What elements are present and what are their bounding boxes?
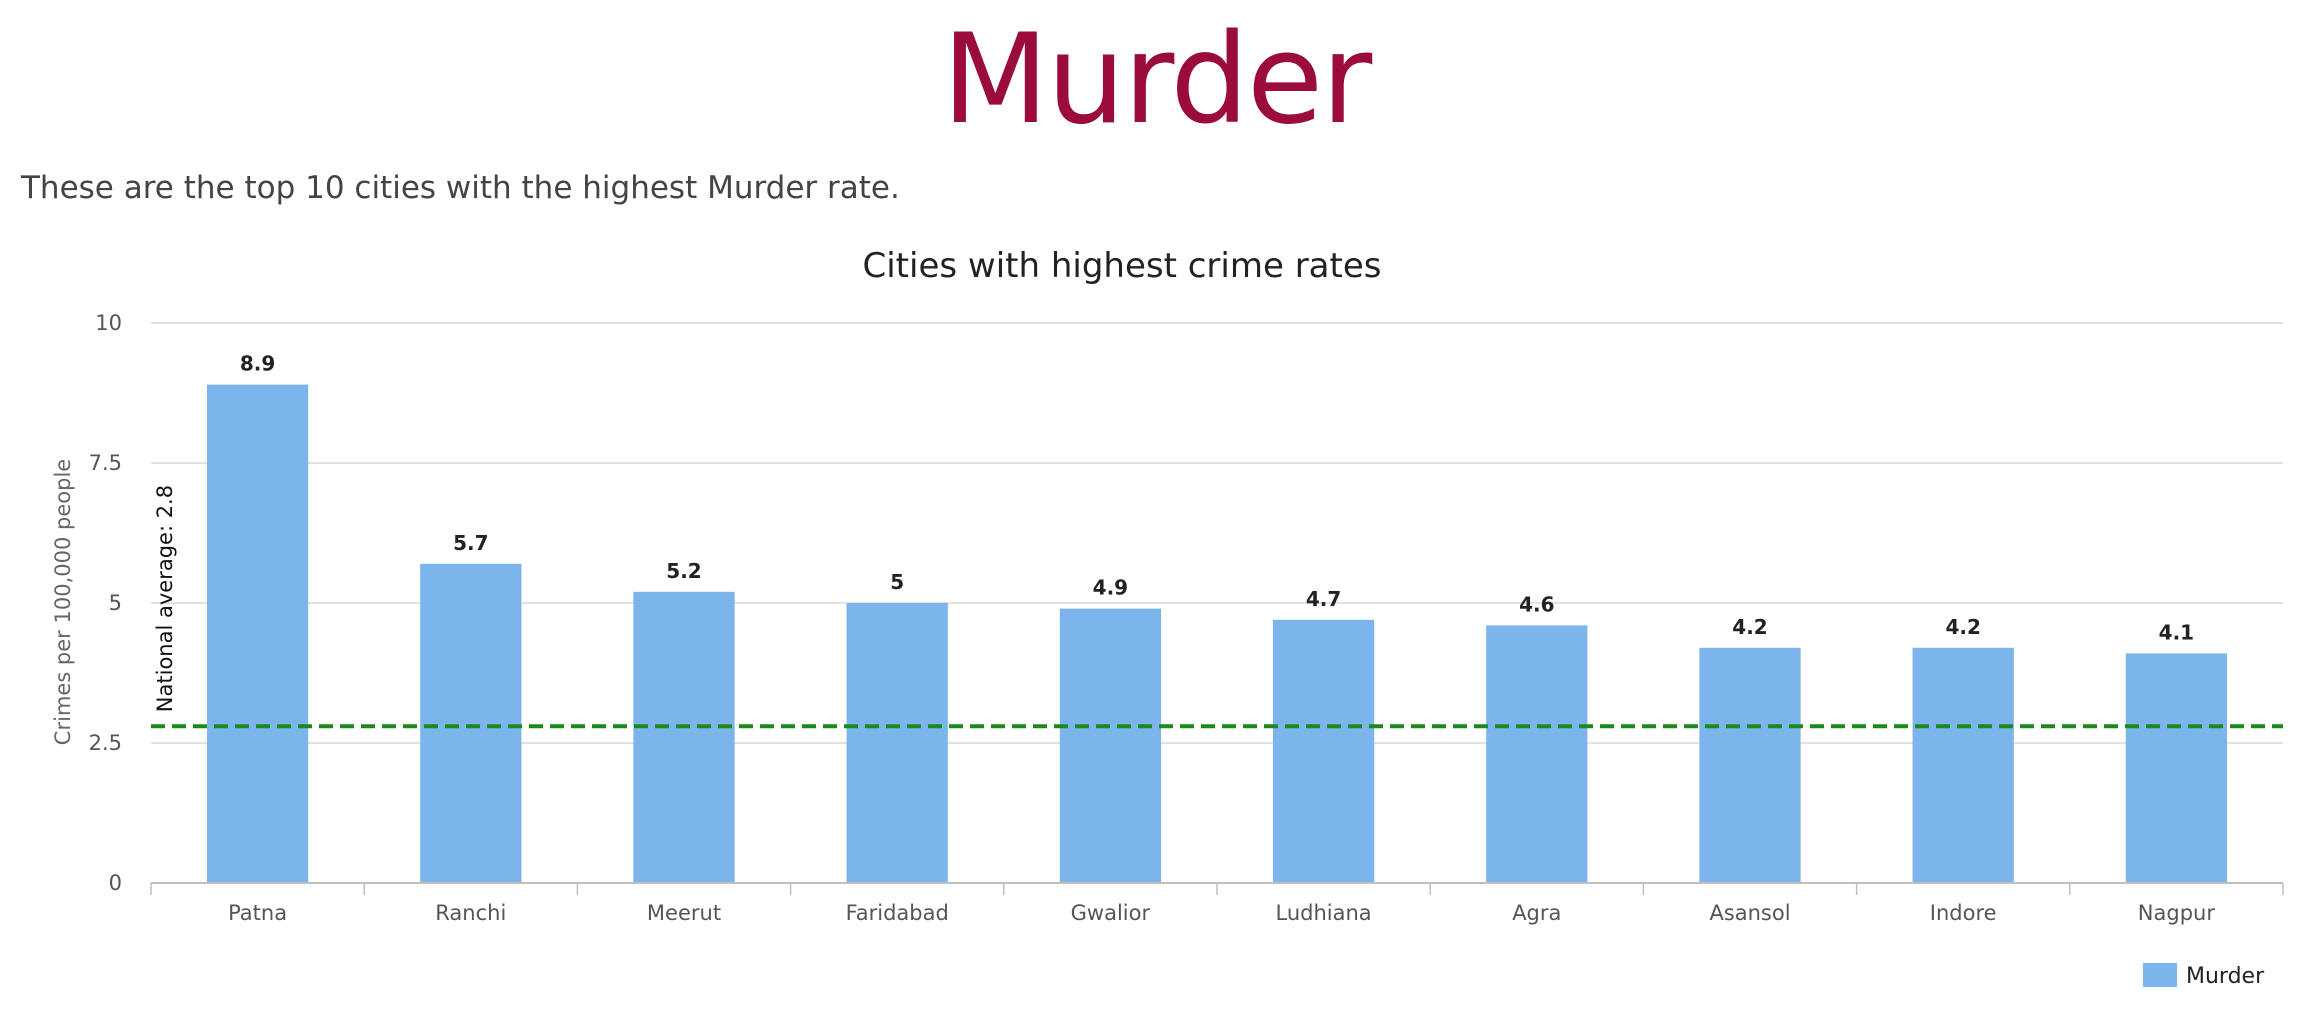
data-label: 5.7 bbox=[453, 531, 488, 555]
reference-line: National average: 2.8 bbox=[151, 485, 2283, 729]
data-label: 4.2 bbox=[1732, 615, 1767, 639]
bar bbox=[1272, 619, 1375, 883]
legend-swatch bbox=[2143, 963, 2177, 987]
y-axis: 0 2.5 5 7.5 10 bbox=[89, 311, 122, 895]
y-tick-label: 2.5 bbox=[89, 731, 122, 755]
bar bbox=[2125, 653, 2228, 883]
x-tick-label: Meerut bbox=[647, 901, 721, 925]
chart-title: Cities with highest crime rates bbox=[863, 246, 1382, 286]
data-label: 8.9 bbox=[240, 352, 275, 376]
data-label: 4.7 bbox=[1306, 587, 1341, 611]
data-label: 5.2 bbox=[666, 559, 701, 583]
y-tick-label: 7.5 bbox=[89, 451, 122, 475]
page-title: Murder bbox=[941, 8, 1372, 152]
x-tick-label: Gwalior bbox=[1071, 901, 1151, 925]
bar bbox=[633, 591, 735, 883]
bar bbox=[1059, 608, 1162, 883]
y-tick-label: 0 bbox=[109, 871, 122, 895]
bar bbox=[1912, 647, 2014, 883]
data-label: 4.6 bbox=[1519, 592, 1554, 616]
data-label: 4.1 bbox=[2159, 620, 2194, 644]
bar bbox=[1486, 625, 1588, 883]
x-tick-label: Ranchi bbox=[435, 901, 506, 925]
y-tick-label: 5 bbox=[109, 591, 122, 615]
reference-line-label: National average: 2.8 bbox=[153, 485, 177, 712]
bars: 8.9 5.7 5.2 5 4.9 4.7 4.6 4.2 4.2 4.1 bbox=[206, 352, 2228, 883]
x-axis: Patna Ranchi Meerut Faridabad Gwalior Ludhian… bbox=[150, 882, 2284, 925]
bar bbox=[846, 603, 948, 883]
data-label: 5 bbox=[890, 570, 904, 594]
legend[interactable]: Murder bbox=[2143, 963, 2265, 989]
x-tick-label: Indore bbox=[1930, 901, 1997, 925]
y-axis-title: Crimes per 100,000 people bbox=[51, 459, 75, 745]
bar bbox=[1699, 647, 1801, 883]
legend-label: Murder bbox=[2186, 964, 2265, 989]
x-tick-label: Agra bbox=[1512, 901, 1561, 925]
x-tick-label: Ludhiana bbox=[1276, 901, 1372, 925]
x-tick-label: Asansol bbox=[1709, 901, 1790, 925]
data-label: 4.2 bbox=[1945, 615, 1980, 639]
y-tick-label: 10 bbox=[95, 311, 122, 335]
x-tick-label: Patna bbox=[228, 901, 287, 925]
bar bbox=[206, 384, 309, 883]
data-label: 4.9 bbox=[1093, 576, 1128, 600]
bar bbox=[420, 563, 522, 883]
x-tick-label: Nagpur bbox=[2138, 901, 2216, 925]
x-tick-label: Faridabad bbox=[846, 901, 949, 925]
intro-text: These are the top 10 cities with the hig… bbox=[21, 170, 900, 206]
